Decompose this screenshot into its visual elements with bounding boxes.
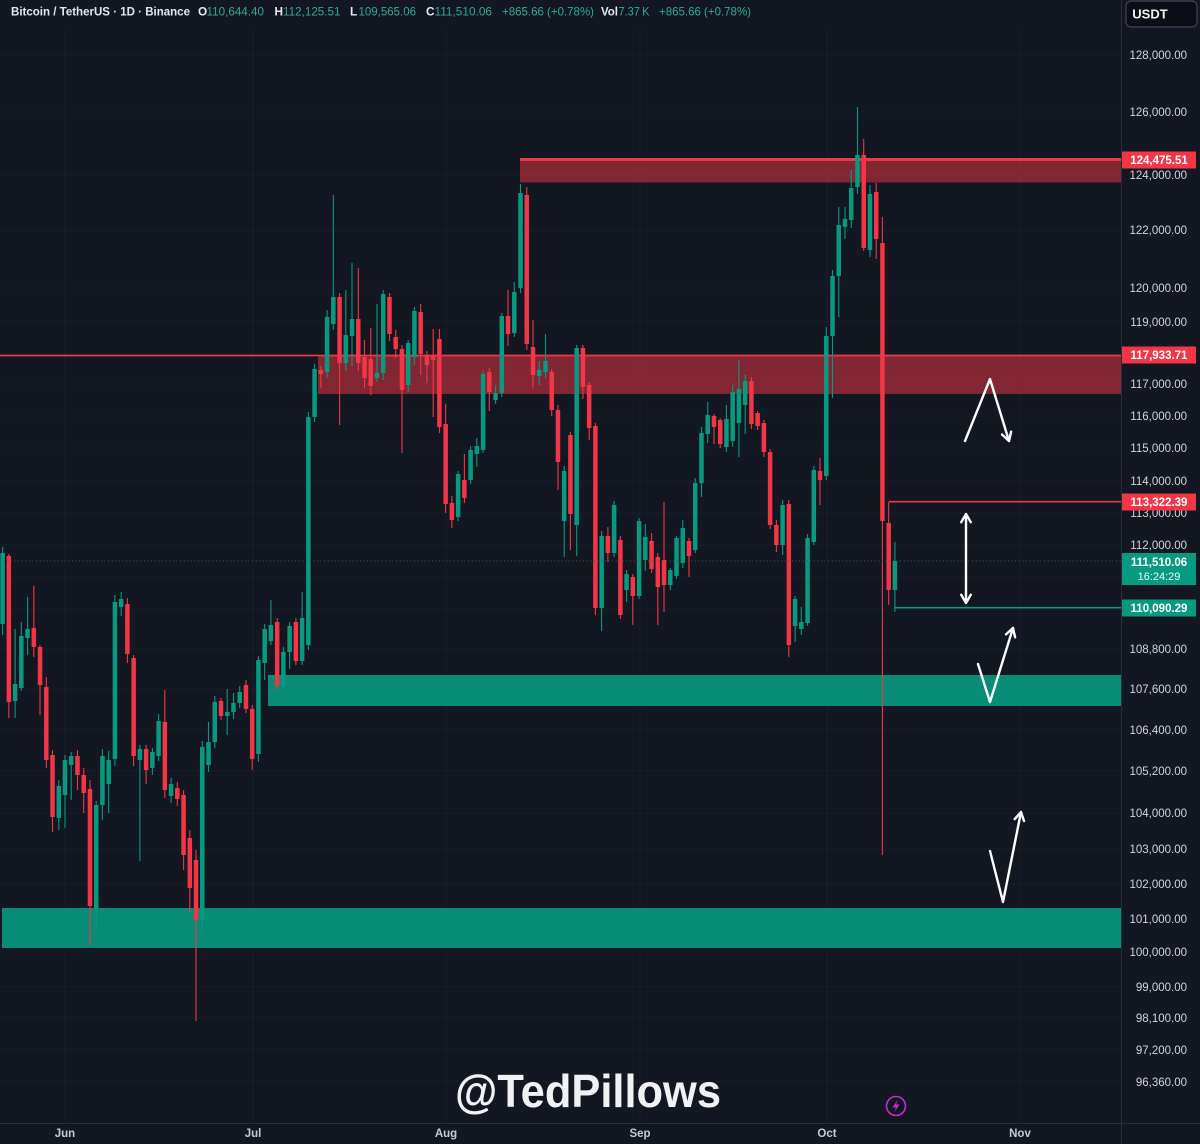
svg-text:USDT: USDT (1132, 7, 1167, 22)
svg-text:104,000.00: 104,000.00 (1129, 808, 1187, 820)
svg-text:Bitcoin / TetherUS · 1D · Bina: Bitcoin / TetherUS · 1D · Binance (11, 5, 190, 19)
svg-text:114,000.00: 114,000.00 (1130, 476, 1187, 488)
svg-text:119,000.00: 119,000.00 (1130, 317, 1187, 329)
svg-text:108,800.00: 108,800.00 (1129, 644, 1187, 656)
svg-text:107,600.00: 107,600.00 (1129, 684, 1187, 696)
svg-text:102,000.00: 102,000.00 (1129, 879, 1187, 891)
svg-text:Jun: Jun (55, 1128, 75, 1140)
svg-text:122,000.00: 122,000.00 (1129, 225, 1187, 237)
svg-text:C: C (426, 5, 435, 19)
svg-text:124,000.00: 124,000.00 (1129, 170, 1187, 182)
svg-text:Oct: Oct (817, 1128, 836, 1140)
svg-text:120,000.00: 120,000.00 (1129, 283, 1187, 295)
svg-text:105,200.00: 105,200.00 (1129, 766, 1187, 778)
svg-text:112,125.51: 112,125.51 (283, 5, 341, 19)
svg-text:101,000.00: 101,000.00 (1129, 914, 1187, 926)
svg-text:115,000.00: 115,000.00 (1130, 443, 1187, 455)
svg-text:113,322.39: 113,322.39 (1131, 497, 1188, 509)
svg-text:16:24:29: 16:24:29 (1138, 571, 1181, 583)
svg-text:98,100.00: 98,100.00 (1136, 1013, 1187, 1025)
svg-text:110,090.29: 110,090.29 (1131, 603, 1188, 615)
svg-text:+865.66 (+0.78%): +865.66 (+0.78%) (502, 5, 594, 19)
svg-text:111,510.06: 111,510.06 (435, 5, 493, 19)
svg-text:100,000.00: 100,000.00 (1129, 947, 1187, 959)
svg-text:L: L (350, 5, 357, 19)
svg-text:128,000.00: 128,000.00 (1129, 50, 1187, 62)
svg-text:96,360.00: 96,360.00 (1136, 1077, 1187, 1089)
svg-text:@TedPillows: @TedPillows (455, 1065, 721, 1117)
svg-text:109,565.06: 109,565.06 (359, 5, 417, 19)
svg-text:H: H (275, 5, 284, 19)
svg-text:113,000.00: 113,000.00 (1130, 508, 1187, 520)
svg-text:7.37 K: 7.37 K (619, 5, 650, 19)
svg-text:Aug: Aug (435, 1128, 457, 1140)
svg-text:106,400.00: 106,400.00 (1129, 725, 1187, 737)
svg-text:116,000.00: 116,000.00 (1130, 411, 1187, 423)
svg-text:O: O (198, 5, 207, 19)
svg-text:124,475.51: 124,475.51 (1130, 155, 1188, 167)
svg-text:+865.66 (+0.78%): +865.66 (+0.78%) (659, 5, 751, 19)
svg-text:Sep: Sep (629, 1128, 650, 1140)
svg-text:103,000.00: 103,000.00 (1129, 844, 1187, 856)
svg-text:117,933.71: 117,933.71 (1131, 350, 1189, 362)
svg-text:99,000.00: 99,000.00 (1136, 982, 1187, 994)
svg-text:111,510.06: 111,510.06 (1131, 557, 1187, 569)
svg-text:97,200.00: 97,200.00 (1136, 1045, 1187, 1057)
svg-text:117,000.00: 117,000.00 (1130, 379, 1187, 391)
svg-text:Nov: Nov (1009, 1128, 1031, 1140)
svg-text:Jul: Jul (245, 1128, 262, 1140)
svg-text:126,000.00: 126,000.00 (1129, 107, 1187, 119)
svg-text:112,000.00: 112,000.00 (1130, 540, 1187, 552)
svg-text:110,644.40: 110,644.40 (207, 5, 265, 19)
svg-text:Vol: Vol (601, 5, 618, 19)
